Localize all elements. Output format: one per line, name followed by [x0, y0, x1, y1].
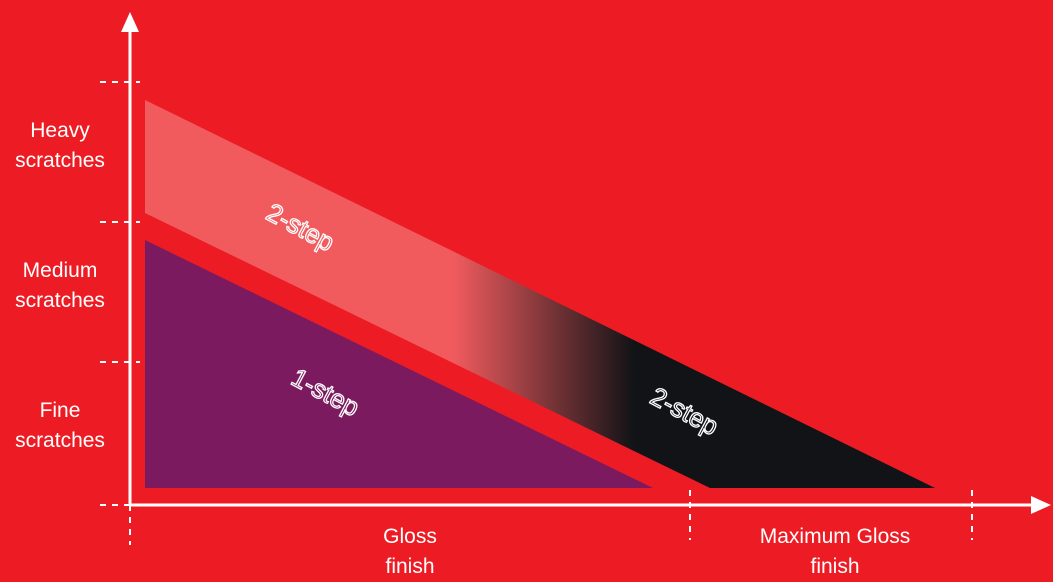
y-label-line: Heavy — [30, 119, 90, 142]
y-label-line: Medium — [22, 259, 98, 282]
one-step-band — [145, 240, 653, 488]
x-label-line: finish — [810, 555, 860, 578]
two-step-band — [145, 100, 935, 488]
y-axis-arrow — [121, 12, 139, 32]
x-label-line: Maximum Gloss — [759, 525, 911, 548]
y-label-line: scratches — [15, 149, 105, 172]
y-label-fine-scratches: Fine scratches — [0, 396, 120, 456]
x-label-line: finish — [385, 555, 435, 578]
x-label-maximum-gloss-finish: Maximum Gloss finish — [720, 522, 950, 582]
x-axis-arrow — [1031, 496, 1051, 514]
y-label-line: scratches — [15, 289, 105, 312]
y-label-heavy-scratches: Heavy scratches — [0, 116, 120, 176]
y-label-medium-scratches: Medium scratches — [0, 256, 120, 316]
y-label-line: Fine — [39, 399, 81, 422]
x-label-gloss-finish: Gloss finish — [320, 522, 500, 582]
y-label-line: scratches — [15, 429, 105, 452]
x-label-line: Gloss — [383, 525, 437, 548]
